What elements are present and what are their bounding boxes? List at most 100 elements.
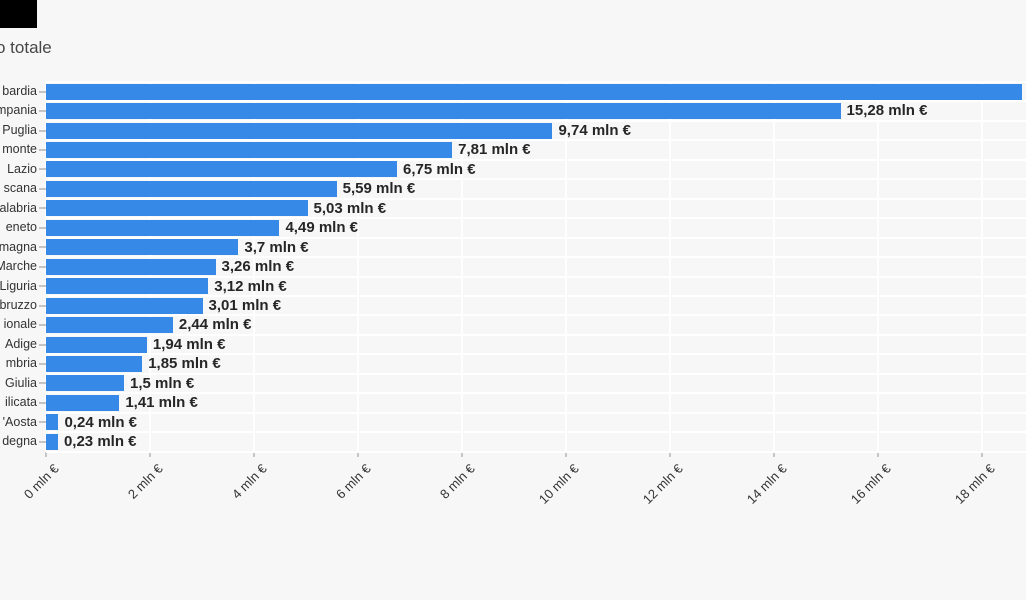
bar[interactable]	[46, 433, 58, 450]
gridline-horizontal	[46, 333, 1026, 336]
bar[interactable]	[46, 200, 308, 217]
bar-row: degna 0,23 mln €	[0, 432, 1026, 451]
x-tick-label: 6 mln €	[332, 460, 374, 502]
bar-row: bardia	[0, 82, 1026, 101]
bar[interactable]	[46, 317, 173, 334]
bar[interactable]	[46, 355, 143, 372]
category-label: Liguria	[0, 277, 37, 296]
category-label: degna	[0, 432, 37, 451]
x-tick-label: 14 mln €	[743, 460, 790, 507]
category-label: Marche	[0, 257, 37, 276]
bar[interactable]	[46, 394, 120, 411]
gridline-vertical	[669, 82, 671, 452]
category-label-text: mbria	[5, 356, 37, 371]
gridline-vertical	[461, 82, 463, 452]
category-label-text: Lazio	[7, 161, 37, 176]
category-label: mpania	[0, 101, 37, 120]
category-label-text: Marche	[0, 259, 37, 274]
value-label: 3,12 mln €	[214, 277, 287, 295]
value-label: 6,75 mln €	[403, 160, 476, 178]
x-tick-label: 2 mln €	[124, 460, 166, 502]
bar[interactable]	[46, 142, 453, 159]
bar-row: mpania 15,28 mln €	[0, 101, 1026, 120]
bar[interactable]	[46, 239, 239, 256]
category-tick	[39, 168, 46, 171]
value-label: 3,7 mln €	[244, 238, 309, 256]
category-label-text: Adige	[5, 336, 37, 351]
bar-row: eneto 4,49 mln €	[0, 218, 1026, 237]
bar-row: scana 5,59 mln €	[0, 179, 1026, 198]
value-label: 1,41 mln €	[125, 394, 198, 412]
bar[interactable]	[46, 278, 209, 295]
gridline-horizontal	[46, 217, 1026, 220]
bar[interactable]	[46, 103, 841, 120]
gridline-horizontal	[46, 353, 1026, 356]
value-label: 7,81 mln €	[458, 141, 531, 159]
x-tick-label: 10 mln €	[535, 460, 582, 507]
bar[interactable]	[46, 161, 397, 178]
x-tick-label: 16 mln €	[847, 460, 894, 507]
category-label-text: bruzzo	[0, 297, 37, 312]
x-tick-label: 4 mln €	[228, 460, 270, 502]
x-tick	[669, 451, 671, 457]
category-tick	[39, 324, 46, 327]
category-tick	[39, 362, 46, 365]
bar[interactable]	[46, 83, 1022, 100]
category-tick	[39, 304, 46, 307]
bar[interactable]	[46, 375, 124, 392]
bar-row: Lazio 6,75 mln €	[0, 160, 1026, 179]
category-label: mbria	[0, 354, 37, 373]
x-tick	[981, 451, 983, 457]
category-label: scana	[0, 179, 37, 198]
gridline-horizontal	[46, 256, 1026, 259]
bar-row: monte 7,81 mln €	[0, 140, 1026, 159]
gridline-horizontal	[46, 431, 1026, 434]
gridline-horizontal	[46, 411, 1026, 414]
category-label-text: monte	[2, 142, 37, 157]
category-label: alabria	[0, 199, 37, 218]
bar[interactable]	[46, 219, 280, 236]
bar-row: magna 3,7 mln €	[0, 238, 1026, 257]
bar-row: Marche 3,26 mln €	[0, 257, 1026, 276]
gridline-vertical	[565, 82, 567, 452]
category-label-text: bardia	[2, 84, 37, 98]
value-label: 1,85 mln €	[148, 355, 221, 373]
category-label-text: ionale	[3, 317, 37, 332]
category-tick	[39, 421, 46, 424]
category-label: bardia	[0, 82, 37, 101]
gridline-vertical	[877, 82, 879, 452]
category-label-text: magna	[0, 239, 37, 254]
category-tick	[39, 110, 46, 113]
bar[interactable]	[46, 336, 147, 353]
corner-occlusion-box	[0, 0, 37, 28]
bar-row: alabria 5,03 mln €	[0, 199, 1026, 218]
gridline-vertical	[357, 82, 359, 452]
category-label: eneto	[0, 218, 37, 237]
bar[interactable]	[46, 258, 216, 275]
x-tick-label: 8 mln €	[436, 460, 478, 502]
x-tick-label: 0 mln €	[20, 460, 62, 502]
category-tick	[39, 129, 46, 132]
bar[interactable]	[46, 297, 203, 314]
category-label-text: 'Aosta	[2, 414, 37, 429]
gridline-horizontal	[46, 372, 1026, 375]
bar[interactable]	[46, 122, 553, 139]
category-label-text: degna	[2, 434, 37, 449]
bar[interactable]	[46, 180, 337, 197]
gridline-vertical	[773, 82, 775, 452]
bar-row: Adige 1,94 mln €	[0, 335, 1026, 354]
category-label: Puglia	[0, 121, 37, 140]
category-label: Giulia	[0, 374, 37, 393]
category-tick	[39, 285, 46, 288]
gridline-horizontal	[46, 314, 1026, 317]
x-tick	[149, 451, 151, 457]
value-label: 0,23 mln €	[63, 433, 137, 451]
x-tick	[357, 451, 359, 457]
x-tick	[461, 451, 463, 457]
category-tick	[39, 440, 46, 443]
x-tick	[773, 451, 775, 457]
bar[interactable]	[46, 414, 59, 431]
gridline-vertical	[981, 82, 983, 452]
